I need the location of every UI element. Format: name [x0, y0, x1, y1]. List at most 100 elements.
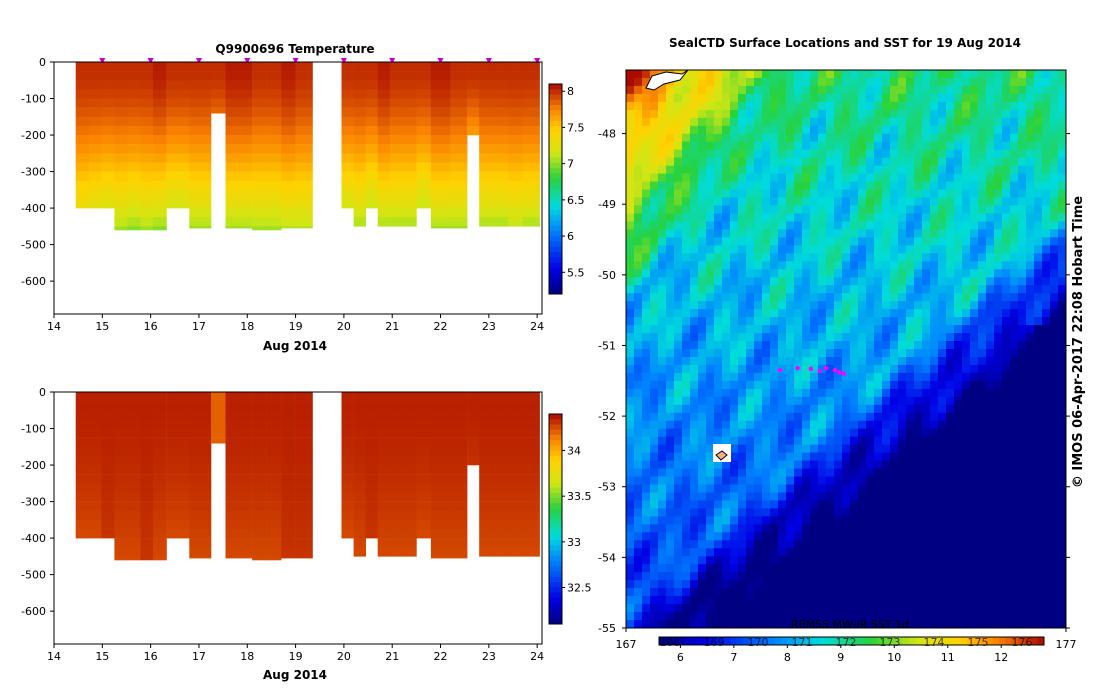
profile-cell: [365, 98, 378, 108]
sst-cell: [970, 165, 979, 175]
sst-cell: [706, 197, 715, 206]
profile-cell: [389, 153, 403, 163]
sst-cell: [1050, 197, 1059, 206]
sst-cell: [1026, 357, 1035, 366]
sst-cell: [930, 564, 939, 573]
profile-cell: [88, 437, 102, 448]
sst-cell: [898, 78, 907, 87]
sst-cell: [738, 237, 747, 246]
profile-cell: [114, 153, 128, 163]
profile-cell: [114, 529, 128, 539]
sst-cell: [802, 524, 811, 533]
sst-cell: [730, 532, 739, 541]
profile-cell: [401, 392, 417, 402]
profile-cell: [467, 62, 480, 72]
sst-cell: [698, 412, 707, 422]
sst-cell: [1010, 492, 1019, 501]
sst-cell: [930, 580, 939, 589]
sst-cell: [682, 372, 691, 382]
sst-cell: [930, 205, 939, 214]
sst-cell: [850, 277, 859, 286]
sst-cell: [826, 237, 835, 246]
sst-cell: [1018, 604, 1027, 613]
sst-cell: [834, 596, 843, 605]
sst-cell: [1018, 229, 1027, 238]
sst-cell: [738, 197, 747, 206]
sst-cell: [1018, 500, 1027, 509]
sst-cell: [890, 444, 899, 454]
profile-cell: [430, 89, 451, 99]
sst-cell: [858, 476, 867, 485]
sst-cell: [1026, 524, 1035, 533]
sst-cell: [826, 516, 835, 525]
profile-cell: [295, 180, 313, 191]
sst-cell: [674, 500, 683, 509]
sst-cell: [970, 205, 979, 214]
sst-cell: [1058, 213, 1067, 222]
profile-cell: [252, 62, 267, 72]
sst-cell: [714, 412, 723, 422]
profile-cell: [114, 144, 128, 154]
sst-cell: [1002, 444, 1011, 454]
profile-cell: [189, 437, 212, 448]
sst-cell: [962, 484, 971, 493]
sst-cell: [1034, 173, 1043, 182]
sst-cell: [770, 197, 779, 206]
x-tick-label: 15: [95, 320, 109, 333]
sst-cell: [954, 165, 963, 175]
profile-cell: [450, 410, 468, 420]
sst-cell: [930, 109, 939, 119]
profile-cell: [522, 492, 540, 502]
sst-cell: [922, 141, 931, 151]
sst-cell: [762, 85, 771, 95]
sst-cell: [714, 237, 723, 246]
profile-cell: [416, 98, 432, 108]
profile-cell: [401, 401, 417, 411]
sst-cell: [634, 293, 643, 302]
profile-cell: [281, 98, 296, 108]
sst-cell: [850, 173, 859, 182]
sst-cell: [882, 468, 891, 477]
sst-cell: [1050, 604, 1059, 613]
sst-cell: [778, 349, 787, 358]
sst-cell: [1002, 604, 1011, 613]
sst-cell: [746, 189, 755, 198]
sst-cell: [730, 556, 739, 565]
sst-cell: [890, 285, 899, 294]
sst-cell: [818, 117, 827, 127]
sst-cell: [714, 78, 723, 87]
sst-cell: [682, 580, 691, 589]
sst-cell: [730, 476, 739, 485]
sst-cell: [986, 309, 995, 318]
sst-cell: [874, 269, 883, 278]
profile-cell: [401, 162, 417, 172]
sst-cell: [738, 301, 747, 310]
profile-cell: [281, 226, 296, 229]
sst-cell: [850, 532, 859, 541]
profile-cell: [75, 171, 89, 181]
sst-cell: [962, 468, 971, 477]
sst-cell: [770, 189, 779, 198]
profile-cell: [114, 547, 128, 557]
sst-cell: [1010, 588, 1019, 597]
sst-cell: [938, 524, 947, 533]
sst-cell: [810, 492, 819, 501]
sst-cell: [986, 261, 995, 270]
sst-cell: [930, 436, 939, 446]
profile-cell: [353, 474, 366, 484]
colorbar-segment: [549, 608, 562, 614]
sst-cell: [906, 165, 915, 175]
sst-cell: [682, 213, 691, 222]
sst-cell: [778, 372, 787, 382]
sst-cell: [794, 157, 803, 167]
profile-markers: [99, 58, 541, 64]
sst-cell: [914, 476, 923, 485]
sst-cell: [898, 548, 907, 557]
profile-cell: [450, 144, 468, 154]
sst-cell: [1034, 101, 1043, 111]
sst-cell: [938, 580, 947, 589]
sst-cell: [866, 580, 875, 589]
sst-cell: [786, 117, 795, 127]
sst-cell: [786, 500, 795, 509]
sst-cell: [1034, 70, 1043, 79]
